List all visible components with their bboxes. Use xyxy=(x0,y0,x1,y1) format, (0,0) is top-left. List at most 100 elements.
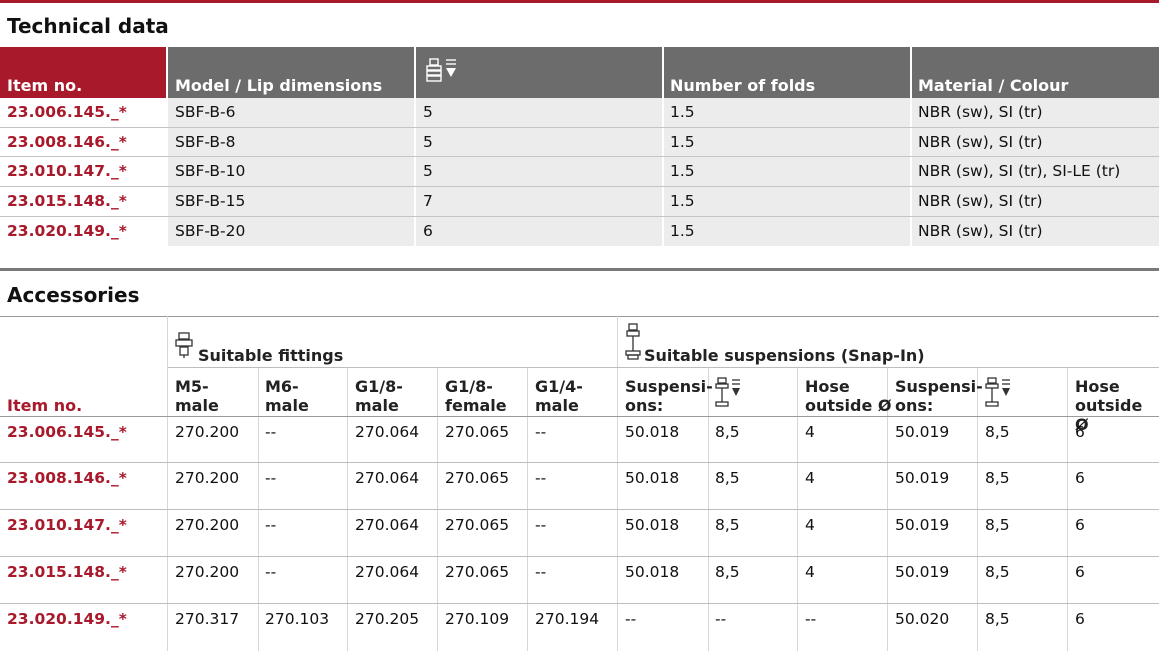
height-1-cell: 8,5 xyxy=(715,423,740,441)
stroke-cell: 6 xyxy=(423,222,433,240)
hose-2-cell: 6 xyxy=(1075,563,1085,581)
acc-item-no-header: Item no. xyxy=(7,396,83,415)
height-1-cell: 8,5 xyxy=(715,563,740,581)
height-1-cell: 8,5 xyxy=(715,516,740,534)
folds-cell: 1.5 xyxy=(670,192,695,210)
folds-header: Number of folds xyxy=(670,76,816,95)
g18-male-cell: 270.205 xyxy=(355,610,420,628)
m5-cell: 270.200 xyxy=(175,516,240,534)
model-cell: SBF-B-8 xyxy=(175,133,236,151)
fittings-group-header: Suitable fittings xyxy=(198,346,344,365)
suspension-1-cell: 50.018 xyxy=(625,563,680,581)
g18-female-cell: 270.065 xyxy=(445,469,510,487)
suspension-2-cell: 50.019 xyxy=(895,469,950,487)
m6-cell: -- xyxy=(265,563,277,581)
hose-1-cell: -- xyxy=(805,610,817,628)
folds-header-bg xyxy=(664,47,910,98)
g14-male-cell: -- xyxy=(535,563,547,581)
g14-male-cell: -- xyxy=(535,423,547,441)
g18-female-cell: 270.109 xyxy=(445,610,510,628)
item-number[interactable]: 23.006.145._* xyxy=(7,103,127,121)
model-cell: SBF-B-6 xyxy=(175,103,236,121)
suspension-2-cell: 50.019 xyxy=(895,423,950,441)
m5-cell: 270.200 xyxy=(175,563,240,581)
height-stroke-icon xyxy=(715,377,743,411)
g18-female-cell: 270.065 xyxy=(445,516,510,534)
item-no-header-bg xyxy=(0,47,166,98)
height-2-cell: 8,5 xyxy=(985,469,1010,487)
suspension-1-cell: 50.018 xyxy=(625,516,680,534)
g18-male-cell: 270.064 xyxy=(355,516,420,534)
col-header-g18-male: G1/8- male xyxy=(355,377,403,415)
g14-male-cell: -- xyxy=(535,469,547,487)
material-cell: NBR (sw), SI (tr) xyxy=(918,192,1043,210)
folds-cell: 1.5 xyxy=(670,222,695,240)
hose-2-cell: 6 xyxy=(1075,423,1085,441)
stroke-header-bg xyxy=(416,47,662,98)
hose-2-cell: 6 xyxy=(1075,469,1085,487)
col-header-g14-male: G1/4- male xyxy=(535,377,583,415)
technical-data-title: Technical data xyxy=(7,14,169,38)
item-number[interactable]: 23.008.146._* xyxy=(7,469,127,487)
item-number[interactable]: 23.006.145._* xyxy=(7,423,127,441)
item-number[interactable]: 23.010.147._* xyxy=(7,516,127,534)
height-1-cell: 8,5 xyxy=(715,469,740,487)
folds-cell: 1.5 xyxy=(670,162,695,180)
folds-cell: 1.5 xyxy=(670,103,695,121)
model-cell: SBF-B-10 xyxy=(175,162,246,180)
g14-male-cell: -- xyxy=(535,516,547,534)
m6-cell: 270.103 xyxy=(265,610,330,628)
height-2-cell: 8,5 xyxy=(985,516,1010,534)
col-header-hose-outside-2: Hose outside Ø xyxy=(1075,377,1143,434)
material-cell: NBR (sw), SI (tr) xyxy=(918,103,1043,121)
m6-cell: -- xyxy=(265,423,277,441)
g18-male-cell: 270.064 xyxy=(355,563,420,581)
accessories-title: Accessories xyxy=(7,283,140,307)
item-number[interactable]: 23.020.149._* xyxy=(7,610,127,628)
g18-male-cell: 270.064 xyxy=(355,423,420,441)
item-number[interactable]: 23.015.148._* xyxy=(7,563,127,581)
item-number[interactable]: 23.020.149._* xyxy=(7,222,127,240)
col-header-suspensions-1: Suspensi-ons: xyxy=(625,377,713,415)
item-number[interactable]: 23.015.148._* xyxy=(7,192,127,210)
m5-cell: 270.317 xyxy=(175,610,240,628)
fitting-icon xyxy=(175,331,193,359)
suspension-1-cell: -- xyxy=(625,610,637,628)
height-stroke-icon xyxy=(424,57,460,85)
m6-cell: -- xyxy=(265,516,277,534)
height-2-cell: 8,5 xyxy=(985,423,1010,441)
stroke-cell: 5 xyxy=(423,133,433,151)
item-number[interactable]: 23.008.146._* xyxy=(7,133,127,151)
suspension-1-cell: 50.018 xyxy=(625,423,680,441)
folds-cell: 1.5 xyxy=(670,133,695,151)
col-header-suspensions-2: Suspensi-ons: xyxy=(895,377,983,415)
top-accent-bar xyxy=(0,0,1159,3)
material-header-bg xyxy=(912,47,1159,98)
stroke-cell: 7 xyxy=(423,192,433,210)
model-cell: SBF-B-15 xyxy=(175,192,246,210)
g18-female-cell: 270.065 xyxy=(445,563,510,581)
suspension-1-cell: 50.018 xyxy=(625,469,680,487)
m5-cell: 270.200 xyxy=(175,423,240,441)
height-2-cell: 8,5 xyxy=(985,610,1010,628)
model-header: Model / Lip dimensions xyxy=(175,76,383,95)
section-divider xyxy=(0,268,1159,271)
g14-male-cell: 270.194 xyxy=(535,610,600,628)
suspension-2-cell: 50.020 xyxy=(895,610,950,628)
hose-1-cell: 4 xyxy=(805,423,815,441)
suspensions-group-header: Suitable suspensions (Snap-In) xyxy=(644,346,925,365)
item-number[interactable]: 23.010.147._* xyxy=(7,162,127,180)
height-stroke-icon xyxy=(985,377,1013,411)
height-1-cell: -- xyxy=(715,610,727,628)
model-header-bg xyxy=(168,47,414,98)
col-header-m5: M5- male xyxy=(175,377,219,415)
col-header-m6: M6- male xyxy=(265,377,309,415)
hose-1-cell: 4 xyxy=(805,469,815,487)
suspension-2-cell: 50.019 xyxy=(895,563,950,581)
suspension-icon xyxy=(625,323,641,361)
material-header: Material / Colour xyxy=(918,76,1069,95)
m6-cell: -- xyxy=(265,469,277,487)
col-header-g18-female: G1/8- female xyxy=(445,377,507,415)
stroke-cell: 5 xyxy=(423,103,433,121)
hose-2-cell: 6 xyxy=(1075,516,1085,534)
